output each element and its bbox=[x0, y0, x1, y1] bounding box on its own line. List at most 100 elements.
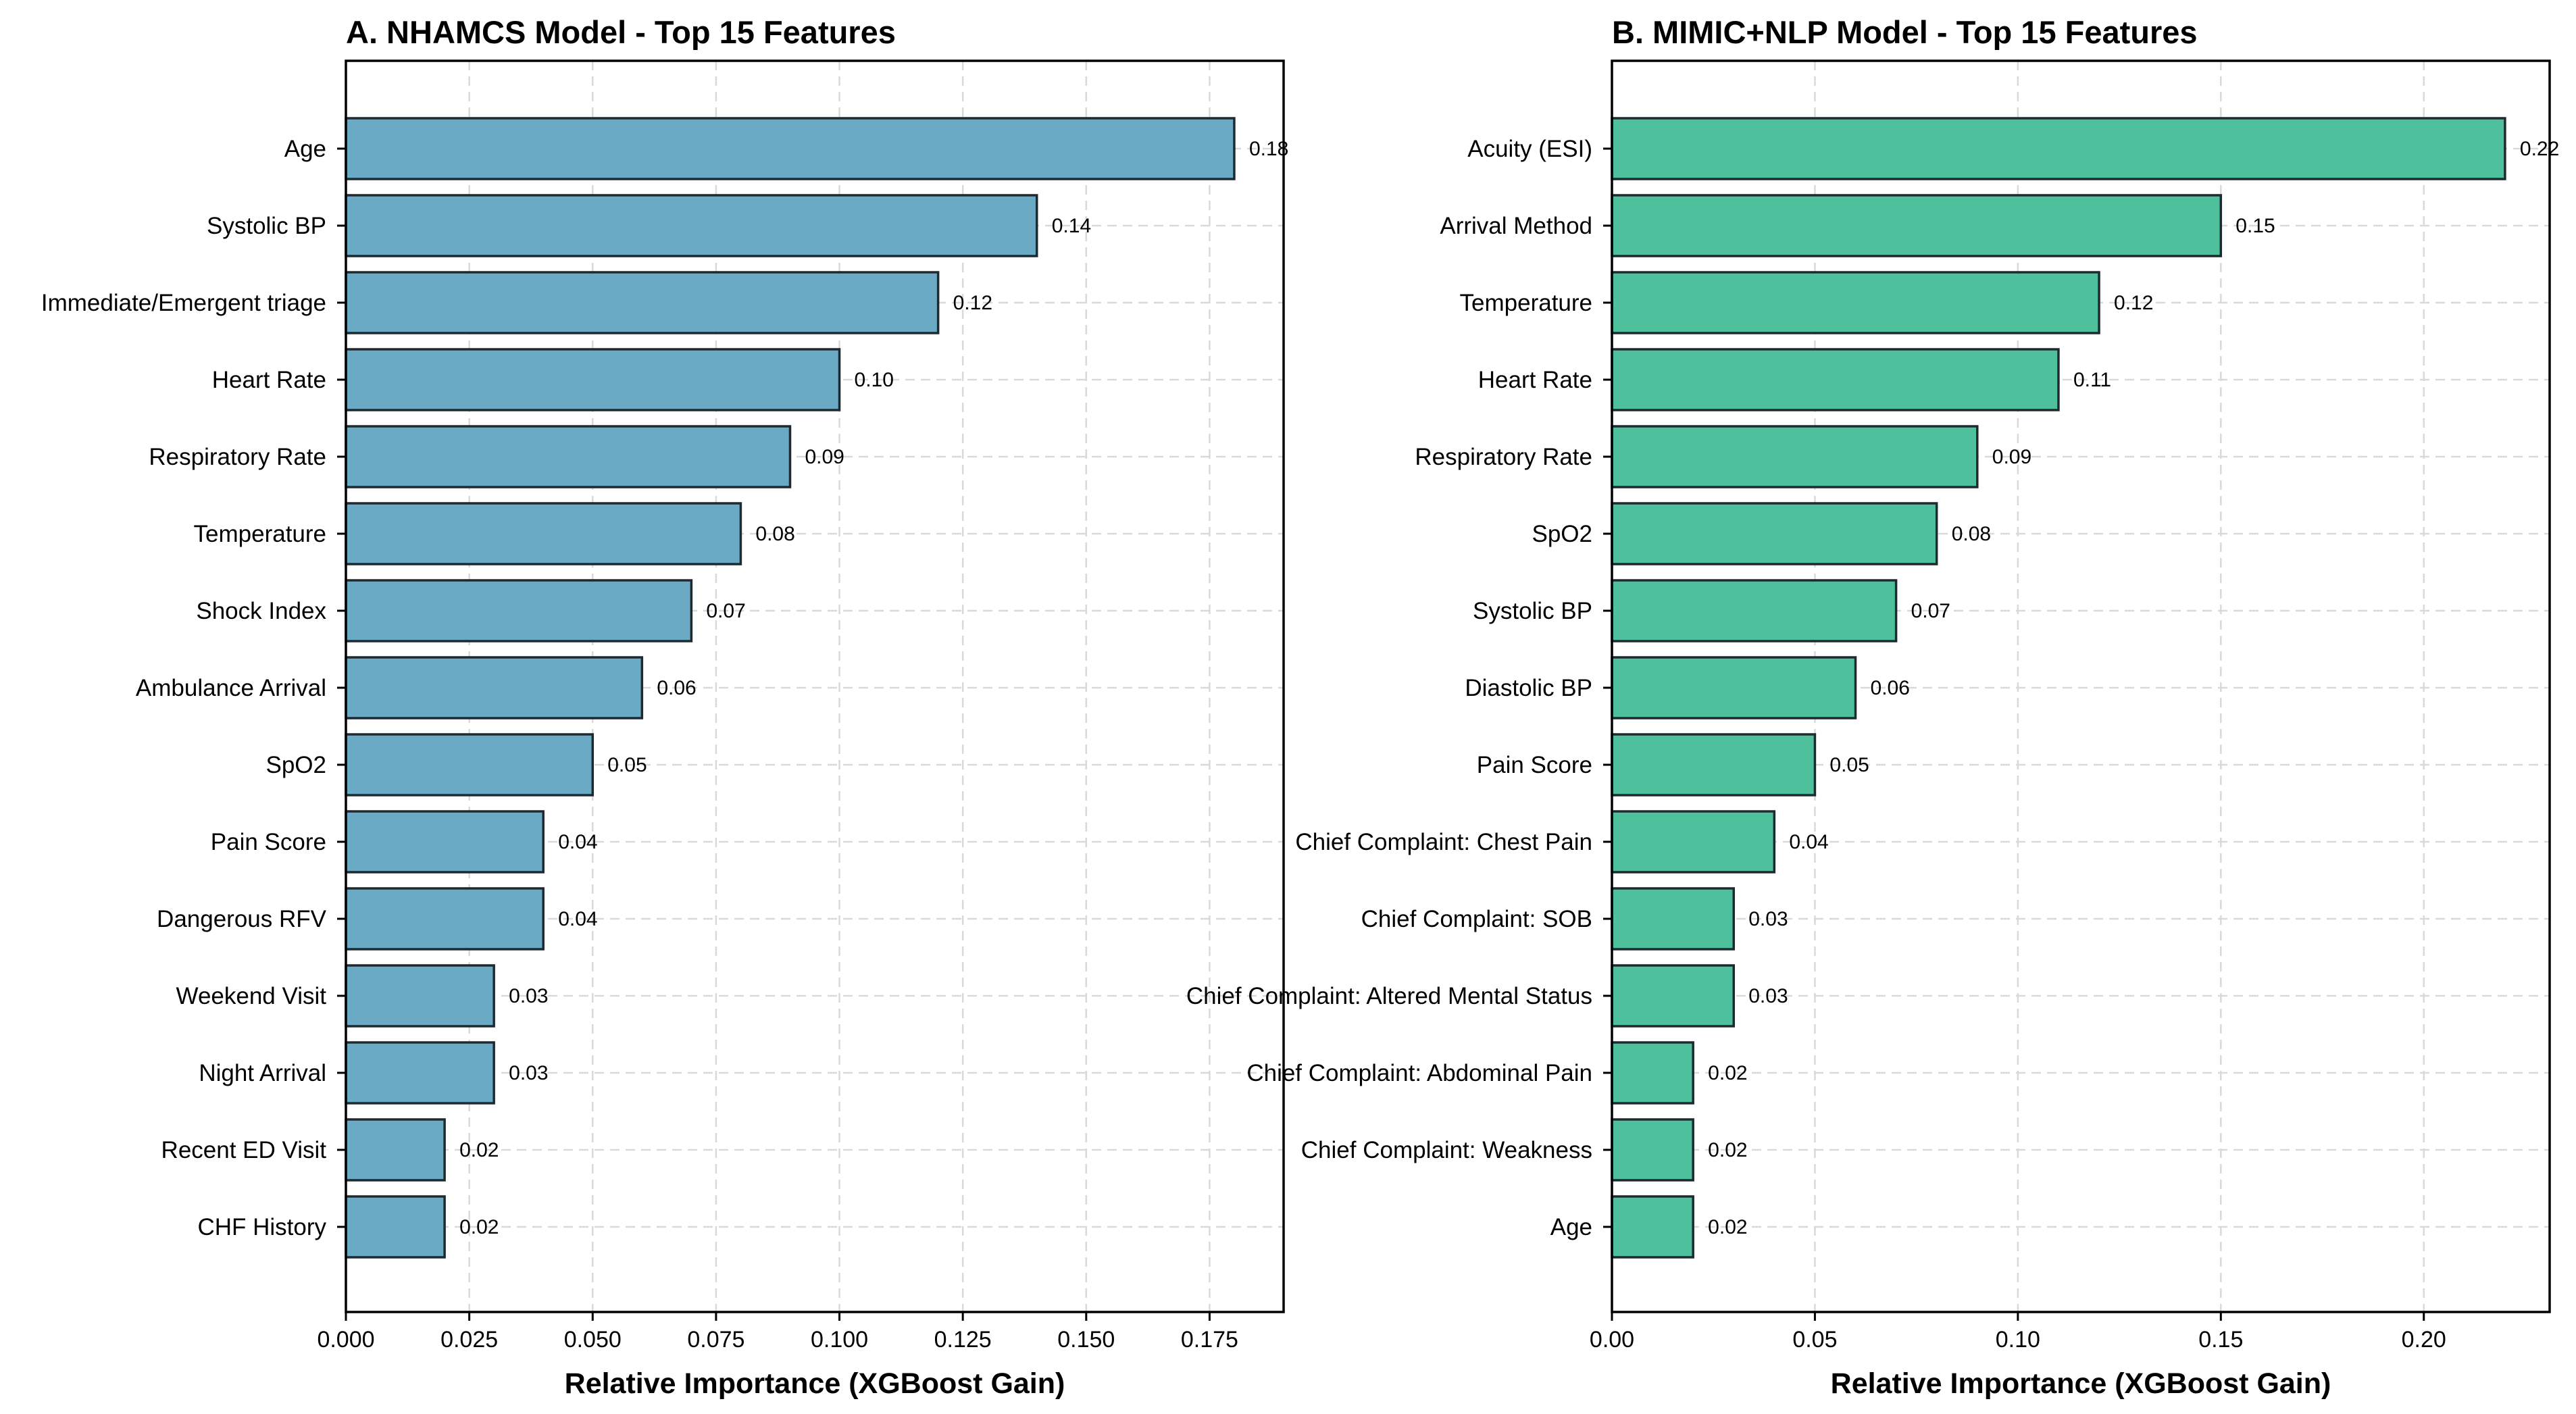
panel-nhamcs: Age 0.18 Systolic BP 0.14 Immediate/Emergent… bbox=[41, 14, 1288, 1400]
value-label: 0.06 bbox=[657, 677, 696, 699]
bar bbox=[1611, 194, 2223, 257]
value-label: 0.03 bbox=[509, 985, 548, 1007]
bar bbox=[345, 733, 595, 797]
category-label: Respiratory Rate bbox=[1415, 444, 1592, 470]
bar bbox=[1611, 733, 1817, 797]
bar bbox=[345, 964, 495, 1028]
category-label: Weekend Visit bbox=[176, 983, 327, 1009]
bar bbox=[1611, 656, 1857, 719]
bar bbox=[345, 117, 1236, 180]
category-label: Chief Complaint: Weakness bbox=[1301, 1137, 1592, 1163]
value-label: 0.12 bbox=[953, 292, 992, 314]
category-label: Age bbox=[1550, 1214, 1592, 1240]
value-label: 0.03 bbox=[1748, 908, 1788, 930]
bar bbox=[345, 887, 545, 951]
bar bbox=[345, 502, 742, 565]
category-label: Night Arrival bbox=[199, 1060, 326, 1086]
x-tick-label: 0.20 bbox=[2402, 1327, 2446, 1353]
value-label: 0.03 bbox=[509, 1062, 548, 1084]
value-label: 0.04 bbox=[558, 831, 597, 853]
value-label: 0.02 bbox=[1708, 1216, 1747, 1238]
category-label: Respiratory Rate bbox=[149, 444, 326, 470]
x-tick-label: 0.050 bbox=[564, 1327, 622, 1353]
value-label: 0.02 bbox=[459, 1139, 499, 1161]
value-label: 0.05 bbox=[607, 754, 647, 776]
category-label: Chief Complaint: Abdominal Pain bbox=[1246, 1060, 1592, 1086]
bar bbox=[345, 194, 1038, 257]
category-label: Immediate/Emergent triage bbox=[41, 290, 326, 316]
plot-frame bbox=[345, 59, 1285, 1313]
category-label: Ambulance Arrival bbox=[136, 675, 326, 701]
bar bbox=[1611, 579, 1898, 642]
bar bbox=[1611, 117, 2506, 180]
bar bbox=[1611, 271, 2100, 334]
category-label: Age bbox=[284, 136, 326, 162]
x-tick-label: 0.00 bbox=[1590, 1327, 1634, 1353]
bar bbox=[345, 1041, 495, 1105]
category-label: Acuity (ESI) bbox=[1467, 136, 1592, 162]
bar bbox=[1611, 1041, 1694, 1105]
category-label: Temperature bbox=[1460, 290, 1592, 316]
category-label: CHF History bbox=[197, 1214, 326, 1240]
value-label: 0.11 bbox=[2073, 369, 2111, 391]
category-label: Heart Rate bbox=[212, 367, 326, 393]
category-label: Pain Score bbox=[1477, 752, 1592, 778]
panel-title: B. MIMIC+NLP Model - Top 15 Features bbox=[1612, 14, 2198, 50]
category-label: SpO2 bbox=[266, 752, 327, 778]
category-label: Dangerous RFV bbox=[157, 906, 327, 932]
bar bbox=[1611, 348, 2060, 411]
category-label: Chief Complaint: SOB bbox=[1361, 906, 1592, 932]
value-label: 0.10 bbox=[855, 369, 894, 391]
x-tick-label: 0.025 bbox=[440, 1327, 498, 1353]
value-label: 0.15 bbox=[2236, 215, 2275, 237]
x-tick-label: 0.000 bbox=[317, 1327, 374, 1353]
bar bbox=[345, 579, 693, 642]
value-label: 0.06 bbox=[1871, 677, 1910, 699]
x-tick-label: 0.075 bbox=[687, 1327, 744, 1353]
x-tick-label: 0.15 bbox=[2198, 1327, 2243, 1353]
bar bbox=[1611, 425, 1979, 488]
x-tick-label: 0.100 bbox=[811, 1327, 868, 1353]
value-label: 0.08 bbox=[755, 523, 794, 545]
value-label: 0.22 bbox=[2520, 138, 2559, 160]
value-label: 0.02 bbox=[1708, 1062, 1747, 1084]
category-label: Recent ED Visit bbox=[161, 1137, 327, 1163]
category-label: Systolic BP bbox=[1473, 598, 1592, 624]
category-label: Systolic BP bbox=[207, 213, 326, 239]
x-axis-label: Relative Importance (XGBoost Gain) bbox=[565, 1367, 1065, 1400]
x-tick-label: 0.05 bbox=[1792, 1327, 1837, 1353]
category-label: Arrival Method bbox=[1440, 213, 1592, 239]
value-label: 0.09 bbox=[1992, 446, 2031, 468]
bar bbox=[1611, 1118, 1694, 1182]
bar bbox=[1611, 964, 1736, 1028]
category-label: SpO2 bbox=[1532, 521, 1593, 547]
bar bbox=[1611, 502, 1938, 565]
value-label: 0.02 bbox=[459, 1216, 499, 1238]
value-label: 0.09 bbox=[805, 446, 844, 468]
category-label: Diastolic BP bbox=[1465, 675, 1592, 701]
x-tick-label: 0.125 bbox=[934, 1327, 992, 1353]
value-label: 0.04 bbox=[558, 908, 597, 930]
value-label: 0.12 bbox=[2114, 292, 2153, 314]
category-label: Pain Score bbox=[211, 829, 326, 855]
value-label: 0.07 bbox=[706, 600, 745, 622]
panel-title: A. NHAMCS Model - Top 15 Features bbox=[346, 14, 896, 50]
bar bbox=[345, 656, 644, 719]
category-label: Chief Complaint: Chest Pain bbox=[1295, 829, 1592, 855]
category-label: Chief Complaint: Altered Mental Status bbox=[1186, 983, 1592, 1009]
value-label: 0.14 bbox=[1052, 215, 1091, 237]
x-axis-label: Relative Importance (XGBoost Gain) bbox=[1831, 1367, 2331, 1400]
bar bbox=[345, 1118, 446, 1182]
panel-mimic-nlp: Acuity (ESI) 0.22 Arrival Method 0.15 Temper… bbox=[1186, 14, 2559, 1400]
bar bbox=[345, 271, 940, 334]
bar bbox=[1611, 810, 1776, 874]
value-label: 0.04 bbox=[1789, 831, 1828, 853]
value-label: 0.02 bbox=[1708, 1139, 1747, 1161]
value-label: 0.05 bbox=[1829, 754, 1869, 776]
value-label: 0.03 bbox=[1748, 985, 1788, 1007]
value-label: 0.18 bbox=[1249, 138, 1288, 160]
x-tick-label: 0.175 bbox=[1181, 1327, 1238, 1353]
bar bbox=[345, 810, 545, 874]
x-tick-label: 0.150 bbox=[1057, 1327, 1115, 1353]
